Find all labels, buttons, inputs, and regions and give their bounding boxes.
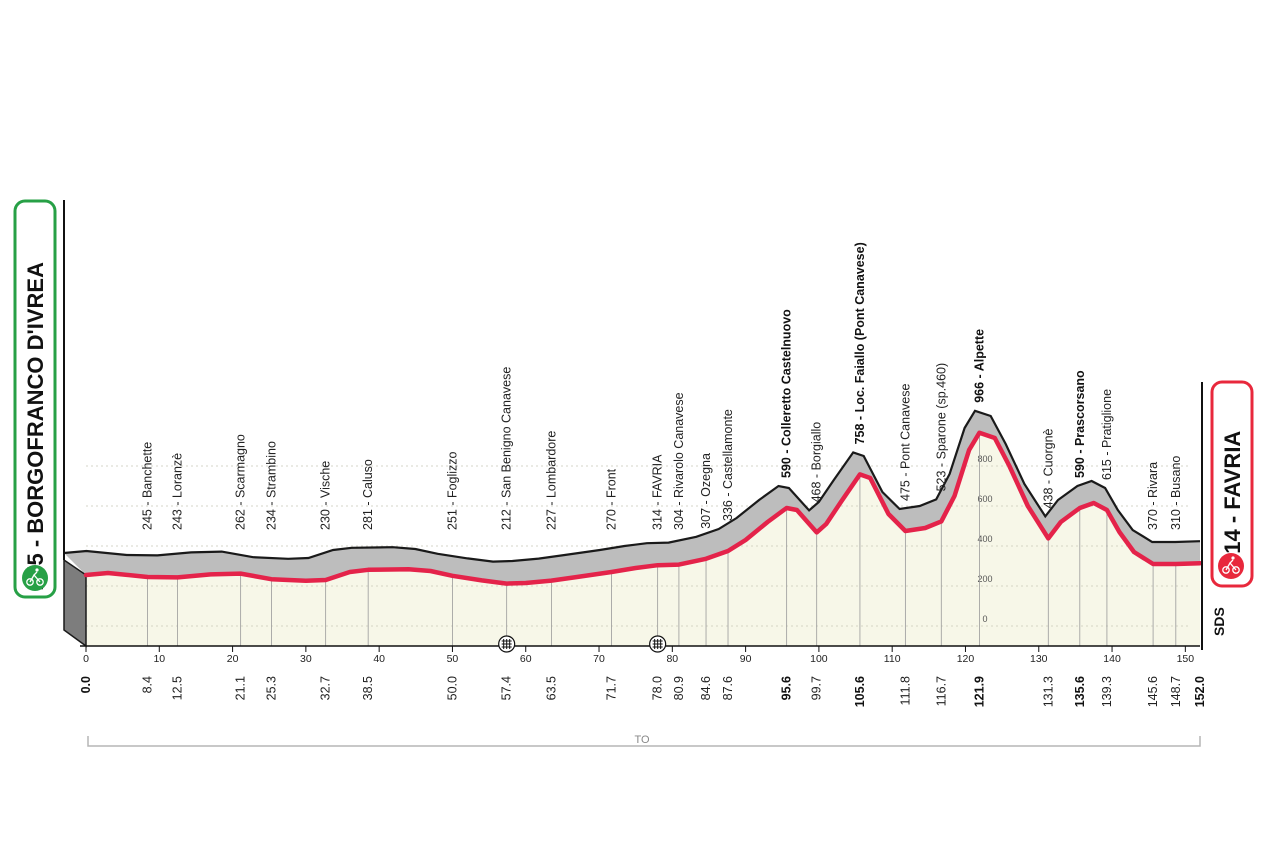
waypoint-label-12: 304 - Rivarolo Canavese — [672, 392, 686, 530]
waypoint-label-15: 590 - Colleretto Castelnuovo — [780, 309, 794, 478]
start-label: 255 - BORGOFRANCO D'IVREA — [23, 262, 48, 590]
sprint-icon-0 — [498, 635, 516, 653]
waypoint-km-22: 135.6 — [1073, 676, 1087, 707]
waypoint-label-14: 336 - Castellamonte — [721, 409, 735, 521]
waypoint-km-18: 111.8 — [898, 676, 912, 705]
elevation-tick-600: 600 — [977, 494, 992, 504]
elevation-tick-200: 200 — [977, 574, 992, 584]
waypoint-label-23: 615 - Pratiglione — [1100, 389, 1114, 480]
waypoint-label-13: 307 - Ozegna — [699, 453, 713, 529]
terrain-top-face — [64, 410, 1200, 584]
distance-tick-label-140: 140 — [1103, 653, 1121, 665]
waypoint-labels: 245 - Banchette 243 - Loranzè 262 - Scarma… — [141, 242, 1183, 530]
distance-tick-label-110: 110 — [884, 653, 901, 665]
waypoint-label-20: 966 - Alpette — [972, 329, 986, 403]
waypoint-km-24: 145.6 — [1146, 676, 1160, 707]
distance-tick-label-10: 10 — [153, 653, 165, 665]
waypoint-label-4: 234 - Strambino — [264, 441, 278, 530]
waypoint-km-12: 80.9 — [672, 676, 686, 700]
distance-tick-label-130: 130 — [1030, 653, 1048, 665]
waypoint-km-26: 152.0 — [1193, 676, 1207, 707]
terrain-left-face — [63, 558, 87, 648]
waypoint-km-13: 84.6 — [699, 676, 713, 700]
waypoint-label-22: 590 - Prascorsano — [1073, 370, 1087, 478]
terrain-ridge-line — [63, 409, 1201, 563]
waypoint-km-15: 95.6 — [780, 676, 794, 700]
profile-ground — [86, 432, 1200, 646]
waypoint-label-16: 468 - Borgiallo — [810, 422, 824, 503]
waypoint-label-18: 475 - Pont Canavese — [898, 384, 912, 501]
finish-bike-icon — [1218, 553, 1244, 579]
waypoint-km-17: 105.6 — [853, 676, 867, 707]
waypoint-km-1: 8.4 — [141, 676, 155, 693]
waypoint-km-4: 25.3 — [264, 676, 278, 700]
distance-tick-label-40: 40 — [373, 653, 385, 665]
waypoint-label-6: 281 - Caluso — [361, 459, 375, 530]
waypoint-label-1: 245 - Banchette — [141, 442, 155, 530]
waypoint-km-5: 32.7 — [319, 676, 333, 700]
distance-tick-label-80: 80 — [666, 653, 678, 665]
sprint-icon-1 — [649, 635, 667, 653]
route-line-path — [83, 430, 1203, 586]
distance-tick-label-60: 60 — [520, 653, 532, 665]
elevation-tick-400: 400 — [977, 534, 992, 544]
waypoint-label-17: 758 - Loc. Faiallo (Pont Canavese) — [853, 242, 867, 444]
region-bracket: TO — [87, 734, 1201, 747]
start-bike-icon — [22, 565, 48, 591]
waypoint-distances: 0.0 8.4 12.5 21.1 25.3 32.7 38.5 50.0 57.4 63.5 71… — [79, 676, 1207, 707]
distance-tick-label-30: 30 — [300, 653, 312, 665]
waypoint-label-2: 243 - Loranzè — [171, 453, 185, 530]
distance-tick-label-150: 150 — [1177, 653, 1195, 665]
finish-label: 314 - FAVRIA — [1220, 431, 1245, 566]
start-banner: 255 - BORGOFRANCO D'IVREA — [13, 199, 65, 599]
route-line — [83, 430, 1203, 586]
waypoint-km-19: 116.7 — [934, 676, 948, 706]
waypoint-km-25: 148.7 — [1169, 676, 1183, 707]
distance-tick-label-70: 70 — [593, 653, 605, 665]
waypoint-km-20: 121.9 — [972, 676, 986, 707]
sprint-markers — [498, 635, 667, 653]
distance-tick-label-0: 0 — [83, 653, 89, 665]
waypoint-drop-lines — [147, 434, 1177, 646]
waypoint-label-21: 438 - Cuorgnè — [1041, 428, 1055, 508]
distance-axis: 0 10 20 30 40 50 60 70 80 90 100 110 120 130 140 150 — [80, 645, 1200, 665]
distance-tick-label-90: 90 — [740, 653, 752, 665]
terrain-relief — [63, 409, 1201, 648]
waypoint-label-8: 212 - San Benigno Canavese — [500, 367, 514, 530]
waypoint-km-21: 131.3 — [1041, 676, 1055, 707]
waypoint-label-24: 370 - Rivara — [1146, 462, 1160, 530]
distance-tick-label-120: 120 — [957, 653, 975, 665]
waypoint-km-7: 50.0 — [445, 676, 459, 700]
elevation-tick-0: 0 — [982, 614, 987, 624]
elevation-tick-800: 800 — [977, 454, 992, 464]
waypoint-km-6: 38.5 — [361, 676, 375, 700]
waypoint-km-8: 57.4 — [500, 676, 514, 700]
waypoint-km-0: 0.0 — [79, 676, 93, 693]
waypoint-label-10: 270 - Front — [605, 468, 619, 530]
waypoint-km-14: 87.6 — [721, 676, 735, 700]
waypoint-km-3: 21.1 — [234, 676, 248, 700]
waypoint-label-9: 227 - Lombardore — [544, 431, 558, 530]
waypoint-label-7: 251 - Foglizzo — [445, 451, 459, 530]
waypoint-km-10: 71.7 — [605, 676, 619, 700]
waypoint-km-23: 139.3 — [1100, 676, 1114, 707]
waypoint-label-25: 310 - Busano — [1169, 456, 1183, 530]
waypoint-km-9: 63.5 — [544, 676, 558, 700]
distance-tick-label-50: 50 — [447, 653, 459, 665]
distance-tick-label-100: 100 — [810, 653, 828, 665]
finish-banner: 314 - FAVRIA — [1201, 380, 1254, 650]
waypoint-km-2: 12.5 — [171, 676, 185, 700]
distance-tick-label-20: 20 — [227, 653, 239, 665]
region-label: TO — [634, 734, 650, 746]
waypoint-km-11: 78.0 — [651, 676, 665, 700]
waypoint-km-16: 99.7 — [810, 676, 824, 700]
waypoint-label-11: 314 - FAVRIA — [651, 454, 665, 530]
waypoint-label-19: 523 - Sparone (sp.460) — [934, 363, 948, 492]
ground-fill — [86, 432, 1200, 646]
waypoint-label-5: 230 - Vische — [319, 461, 333, 530]
waypoint-label-3: 262 - Scarmagno — [234, 434, 248, 530]
brand-logo: SDS — [1211, 607, 1227, 636]
